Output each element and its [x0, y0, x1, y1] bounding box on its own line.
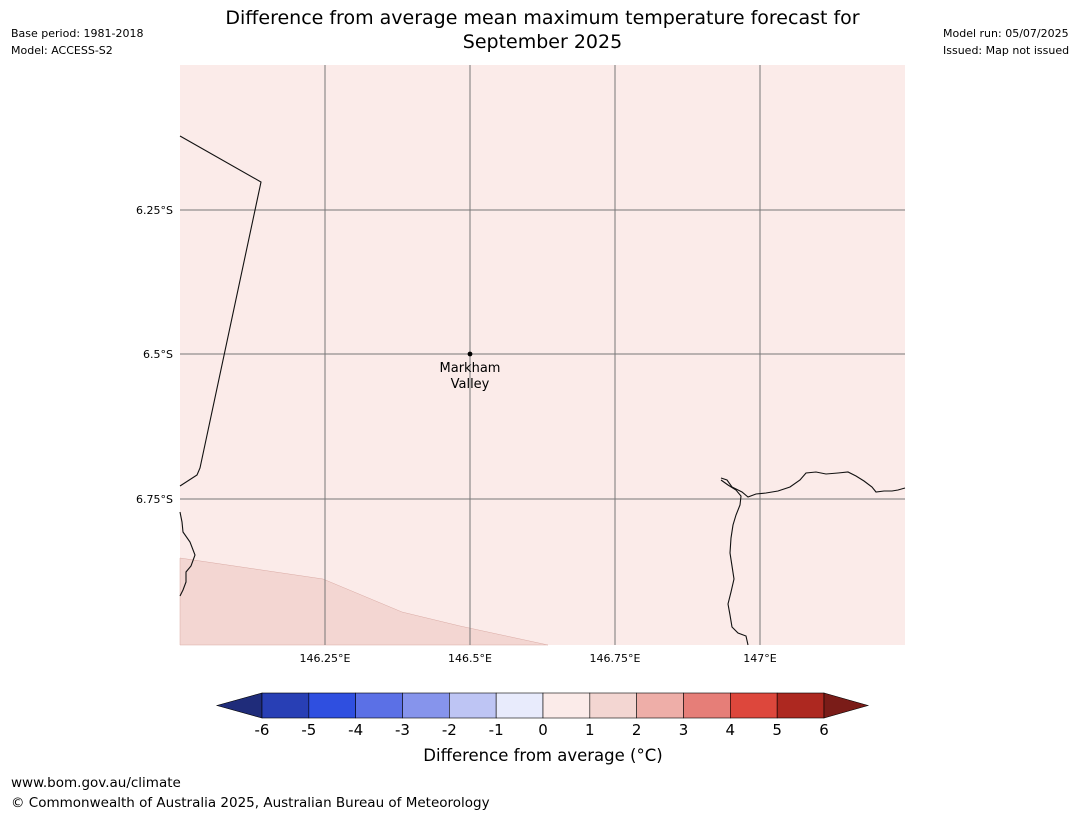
colorbar-segment [730, 692, 778, 719]
lon-tick-147: 147°E [743, 652, 776, 665]
lon-tick-146-5: 146.5°E [448, 652, 492, 665]
lat-tick-6-5: 6.5°S [143, 348, 173, 361]
colorbar: -6 -5 -4 -3 -2 -1 0 1 2 3 4 5 6 [215, 692, 870, 739]
location-marker [467, 351, 473, 357]
map-panel[interactable]: Markham Valley 6.25°S 6.5°S 6.75°S 146.2… [0, 0, 1085, 690]
lat-tick-6-75: 6.75°S [136, 493, 173, 506]
colorbar-segment [683, 692, 731, 719]
colorbar-tick-label: -2 [442, 721, 457, 739]
longitude-tick-labels: 146.25°E 146.5°E 146.75°E 147°E [300, 652, 777, 665]
colorbar-tick-label: 2 [632, 721, 642, 739]
issued-status: Issued: Map not issued [943, 44, 1070, 57]
colorbar-segment [589, 692, 637, 719]
colorbar-segment [495, 692, 544, 719]
province-boundary [179, 135, 262, 487]
lon-tick-146-25: 146.25°E [300, 652, 351, 665]
colorbar-segment [449, 692, 497, 719]
colorbar-segment [261, 692, 310, 719]
meta-right: Model run: 05/07/2025 Issued: Map not is… [943, 25, 1069, 59]
colorbar-extend-high [823, 692, 870, 719]
latitude-tick-labels: 6.25°S 6.5°S 6.75°S [136, 204, 173, 506]
colorbar-segment [355, 692, 403, 719]
colorbar-segment [636, 692, 684, 719]
colorbar-tick-label: -3 [395, 721, 410, 739]
lon-tick-146-75: 146.75°E [590, 652, 641, 665]
colorbar-tick-label: 6 [819, 721, 829, 739]
map-title: Difference from average mean maximum tem… [160, 6, 925, 54]
lat-tick-6-25: 6.25°S [136, 204, 173, 217]
colorbar-tick-label: 3 [679, 721, 689, 739]
colorbar-tick-label: 4 [726, 721, 736, 739]
place-label-line-1: Markham [440, 361, 501, 376]
colorbar-extend-low [215, 692, 263, 719]
footer-copyright: © Commonwealth of Australia 2025, Austra… [11, 795, 490, 811]
colorbar-segment [776, 692, 825, 719]
river-south [720, 479, 749, 646]
coastline-west [179, 511, 196, 597]
colorbar-tick-label: -5 [301, 721, 316, 739]
place-label-line-2: Valley [451, 377, 490, 392]
anomaly-region-1-to-2 [179, 557, 549, 646]
colorbar-tick-label: 5 [772, 721, 782, 739]
model-run: Model run: 05/07/2025 [943, 27, 1069, 40]
colorbar-label: Difference from average (°C) [423, 746, 663, 765]
base-period: Base period: 1981-2018 [11, 27, 144, 40]
title-line-2: September 2025 [462, 31, 623, 53]
river-east [720, 471, 906, 498]
colorbar-tick-label: -4 [348, 721, 363, 739]
colorbar-tick-label: -6 [255, 721, 270, 739]
colorbar-tick-label: 0 [538, 721, 548, 739]
colorbar-segment [542, 692, 591, 719]
model-name: Model: ACCESS-S2 [11, 44, 113, 57]
colorbar-segment [402, 692, 450, 719]
meta-left: Base period: 1981-2018 Model: ACCESS-S2 [11, 25, 143, 59]
map-background [180, 65, 905, 645]
colorbar-tick-labels: -6 -5 -4 -3 -2 -1 0 1 2 3 4 5 6 [255, 721, 829, 739]
colorbar-tick-label: -1 [489, 721, 504, 739]
colorbar-segments [215, 692, 870, 719]
colorbar-tick-label: 1 [585, 721, 595, 739]
boundaries [179, 135, 906, 646]
footer-url[interactable]: www.bom.gov.au/climate [11, 775, 181, 791]
colorbar-segment [308, 692, 356, 719]
title-line-1: Difference from average mean maximum tem… [225, 7, 860, 29]
